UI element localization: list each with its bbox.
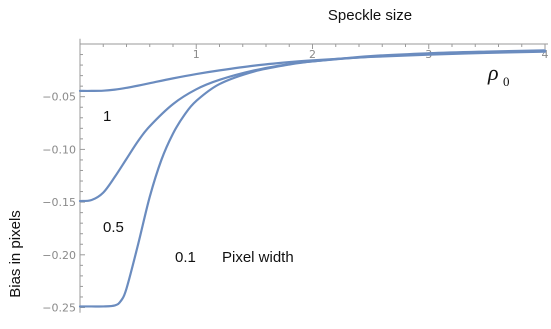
series-line-pixel-width-0-1 (78, 49, 547, 308)
y-tick-label: −0.20 (42, 249, 76, 262)
x-axis-label-subscript: 0 (503, 74, 510, 89)
series-label-0-1: 0.1 (175, 249, 196, 266)
x-tick-label: 4 (542, 48, 549, 61)
y-tick-label: −0.05 (42, 91, 76, 104)
y-tick-label: −0.25 (42, 302, 76, 315)
y-axis-label: Bias in pixels (7, 210, 24, 298)
series-line-pixel-width-0-5 (78, 49, 547, 203)
y-tick-label: −0.15 (42, 196, 76, 209)
pixel-width-annotation: Pixel width (222, 249, 294, 266)
x-axis-label-symbol: ρ (487, 60, 499, 85)
x-axis-label: ρ 0 (487, 60, 510, 89)
series-layer (78, 49, 547, 308)
axes: 1 2 3 4−0.05−0.10−0.15−0.20−0.25 (42, 38, 549, 315)
series-label-0-5: 0.5 (103, 219, 124, 236)
x-tick-label: 2 (309, 48, 316, 61)
series-label-1: 1 (103, 108, 111, 125)
y-tick-label: −0.10 (42, 143, 76, 156)
chart-title: Speckle size (328, 7, 412, 24)
x-tick-label: 1 (193, 48, 200, 61)
